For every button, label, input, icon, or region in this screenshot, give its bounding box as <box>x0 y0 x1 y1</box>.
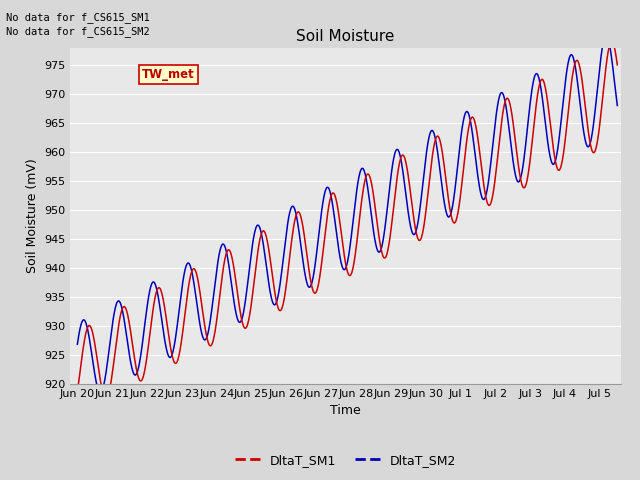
X-axis label: Time: Time <box>330 405 361 418</box>
Text: TW_met: TW_met <box>142 68 195 82</box>
Text: No data for f_CS615_SM1: No data for f_CS615_SM1 <box>6 12 150 23</box>
Y-axis label: Soil Moisture (mV): Soil Moisture (mV) <box>26 158 39 274</box>
Text: No data for f_CS615_SM2: No data for f_CS615_SM2 <box>6 26 150 37</box>
Legend: DltaT_SM1, DltaT_SM2: DltaT_SM1, DltaT_SM2 <box>230 449 461 472</box>
Title: Soil Moisture: Soil Moisture <box>296 29 395 44</box>
